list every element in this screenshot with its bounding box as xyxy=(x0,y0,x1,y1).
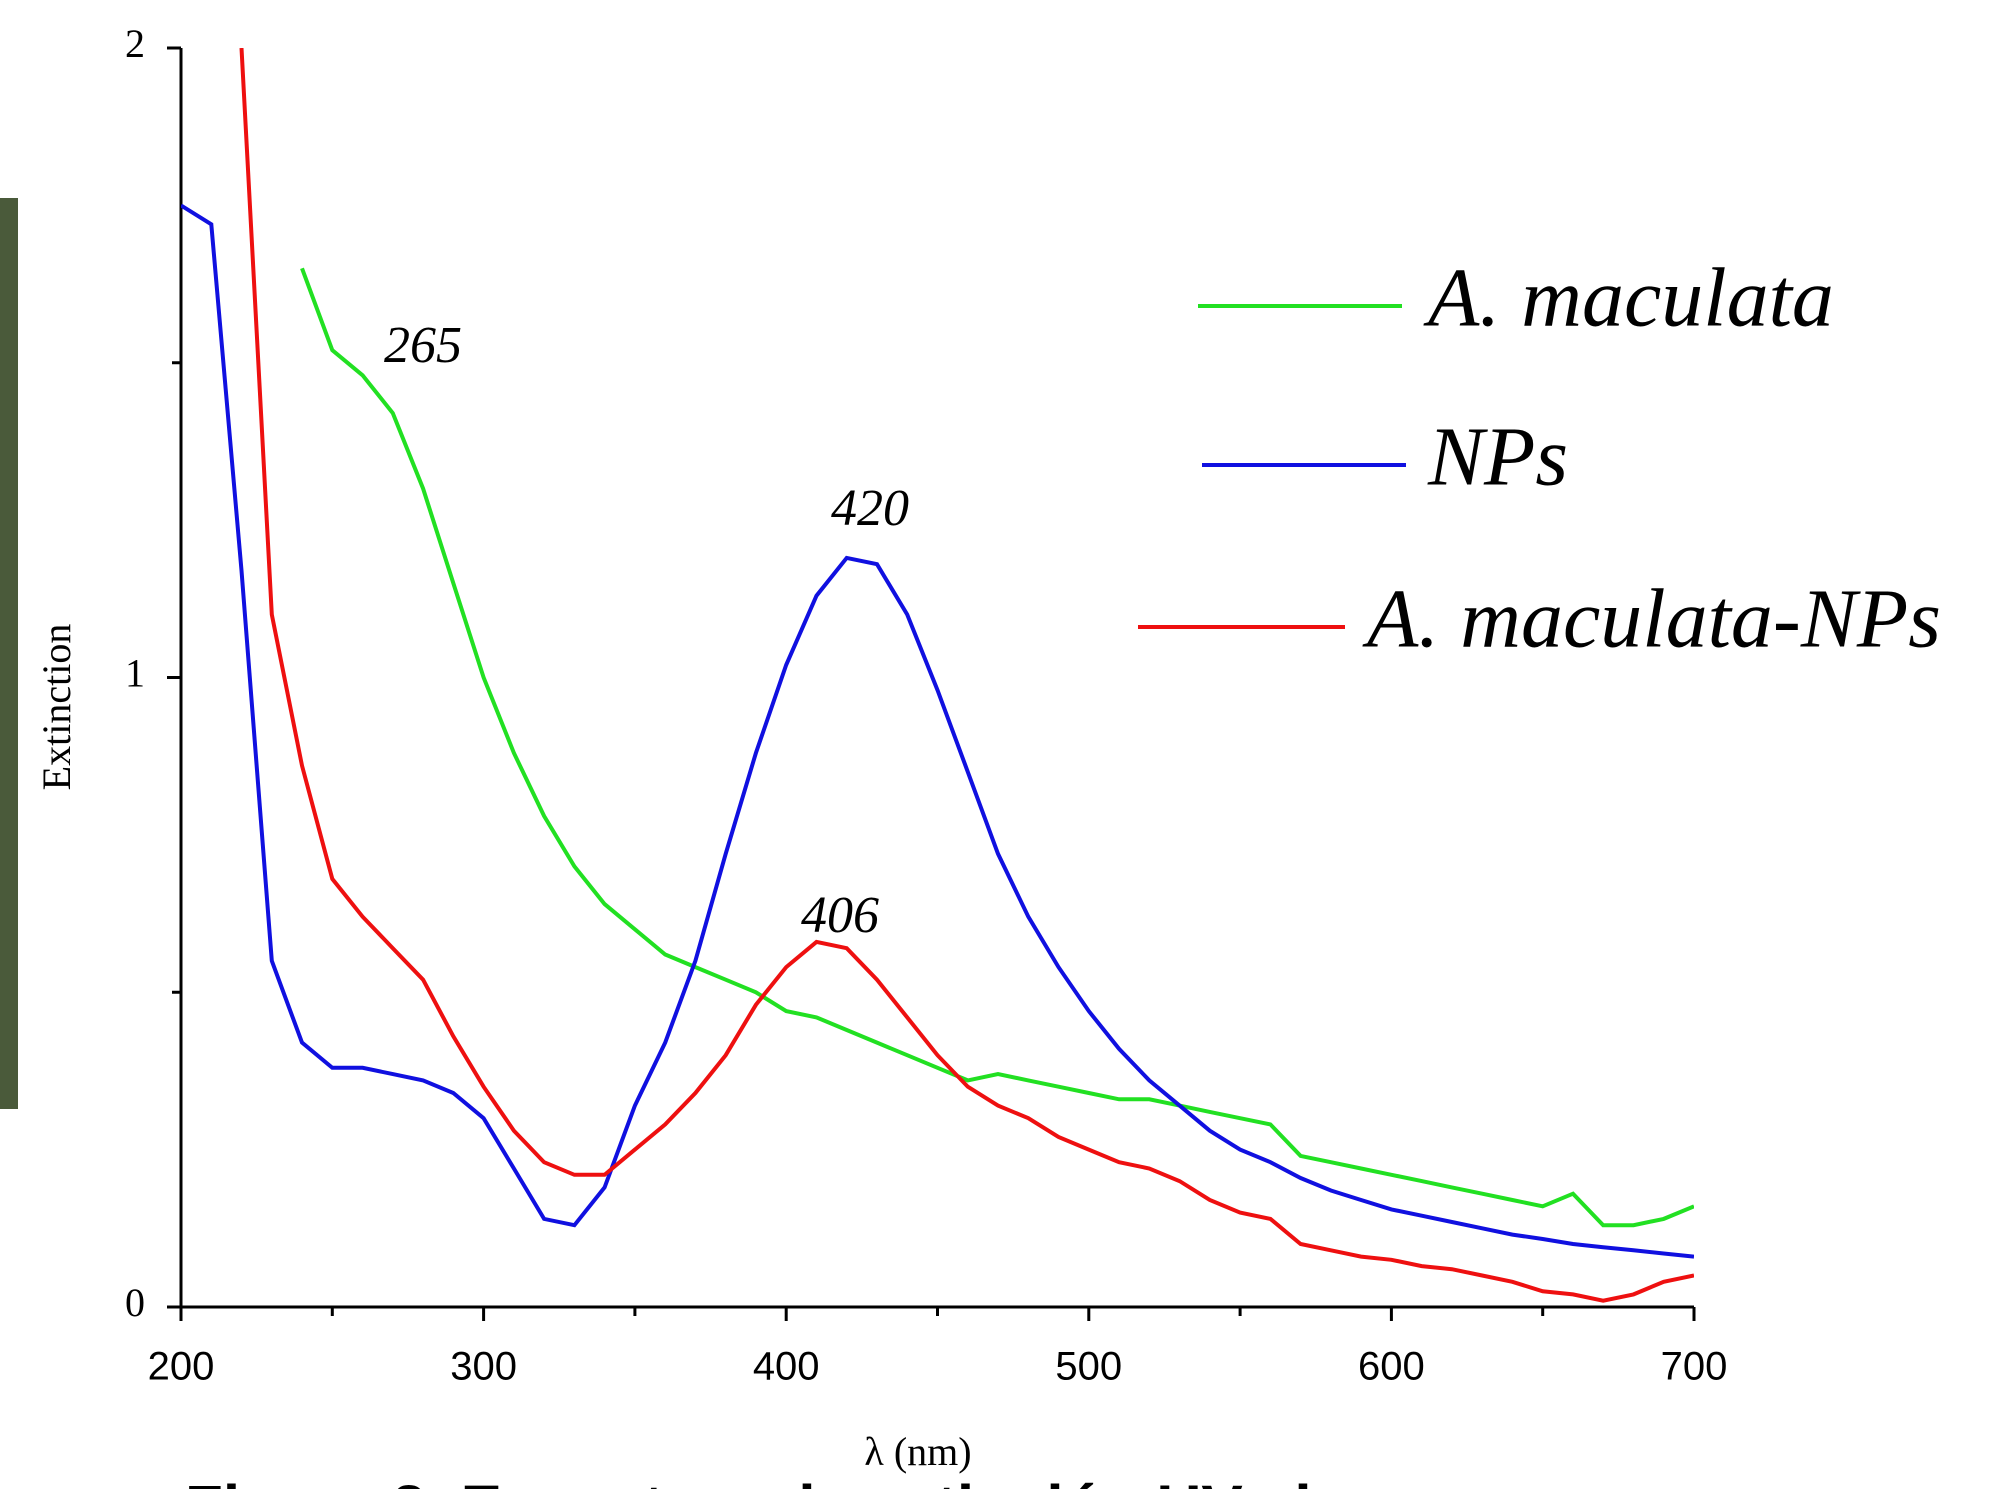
annotation: 265 xyxy=(384,317,462,374)
photo-strip xyxy=(0,198,18,1109)
x-tick-label: 200 xyxy=(148,1345,215,1389)
legend-label: A. maculata-NPs xyxy=(1362,572,1941,665)
caption: Figura 2. Espectros de extinción UV-vis xyxy=(185,1473,1346,1489)
x-tick-label: 600 xyxy=(1358,1345,1425,1389)
x-tick-label: 300 xyxy=(450,1345,517,1389)
y-tick-label: 1 xyxy=(125,651,145,696)
x-tick-label: 400 xyxy=(753,1345,820,1389)
x-axis-label: λ (nm) xyxy=(864,1429,971,1474)
legend-label: NPs xyxy=(1427,410,1568,503)
legend-label: A. maculata xyxy=(1423,251,1834,344)
y-tick-label: 2 xyxy=(125,21,145,66)
y-tick-label: 0 xyxy=(125,1280,145,1325)
annotation: 420 xyxy=(831,480,909,537)
x-tick-label: 700 xyxy=(1661,1345,1728,1389)
series-line xyxy=(300,267,1694,1228)
annotation: 406 xyxy=(801,887,879,944)
x-tick-label: 500 xyxy=(1055,1345,1122,1389)
series-line xyxy=(239,48,1694,1303)
series-line xyxy=(181,203,1694,1259)
y-axis-label: Extinction xyxy=(34,624,79,791)
